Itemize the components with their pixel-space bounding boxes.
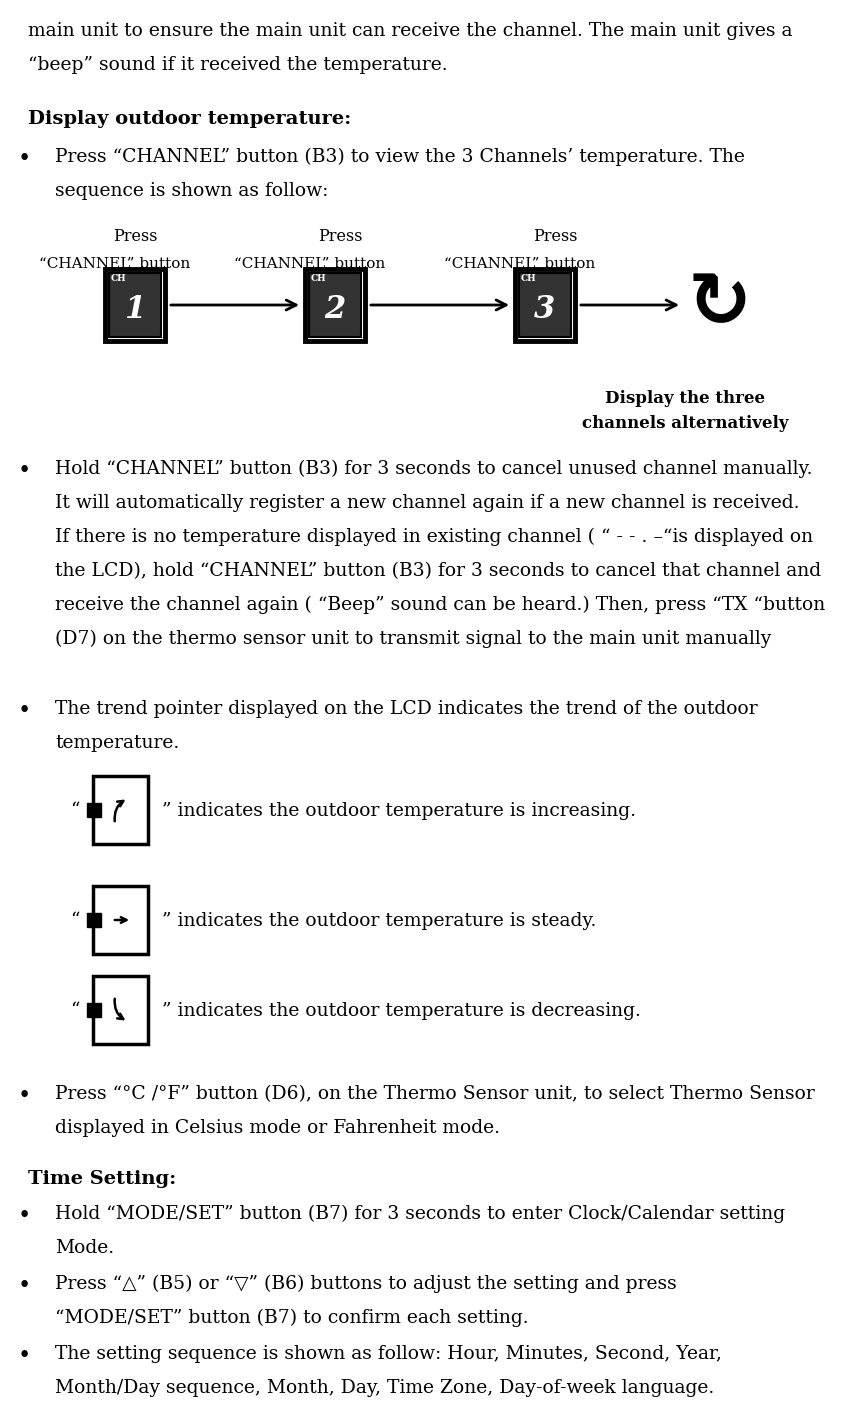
Text: Press “△” (B5) or “▽” (B6) buttons to adjust the setting and press: Press “△” (B5) or “▽” (B6) buttons to ad… [55, 1275, 677, 1293]
Text: •: • [18, 699, 31, 722]
Text: Press: Press [533, 228, 577, 245]
Text: “: “ [71, 801, 80, 819]
Text: channels alternatively: channels alternatively [581, 415, 788, 431]
Text: ” indicates the outdoor temperature is decreasing.: ” indicates the outdoor temperature is d… [162, 1003, 641, 1019]
Text: •: • [18, 1275, 31, 1297]
Text: “CHANNEL” button: “CHANNEL” button [444, 257, 595, 271]
Text: •: • [18, 148, 31, 171]
Text: •: • [18, 1345, 31, 1368]
Text: The trend pointer displayed on the LCD indicates the trend of the outdoor: The trend pointer displayed on the LCD i… [55, 699, 758, 718]
Text: (D7) on the thermo sensor unit to transmit signal to the main unit manually: (D7) on the thermo sensor unit to transm… [55, 630, 772, 649]
Text: displayed in Celsius mode or Fahrenheit mode.: displayed in Celsius mode or Fahrenheit … [55, 1120, 500, 1136]
Text: Mode.: Mode. [55, 1239, 114, 1256]
Text: The setting sequence is shown as follow: Hour, Minutes, Second, Year,: The setting sequence is shown as follow:… [55, 1345, 722, 1363]
Text: If there is no temperature displayed in existing channel ( “ - - . –“is displaye: If there is no temperature displayed in … [55, 527, 813, 546]
Bar [309, 274, 361, 337]
Text: CH: CH [311, 274, 327, 283]
Text: the LCD), hold “CHANNEL” button (B3) for 3 seconds to cancel that channel and: the LCD), hold “CHANNEL” button (B3) for… [55, 563, 821, 580]
Text: •: • [18, 460, 31, 482]
Text: “: “ [71, 911, 80, 929]
Text: “CHANNEL” button: “CHANNEL” button [234, 257, 385, 271]
Text: “MODE/SET” button (B7) to confirm each setting.: “MODE/SET” button (B7) to confirm each s… [55, 1308, 529, 1327]
Text: CH: CH [521, 274, 537, 283]
Text: 1: 1 [124, 293, 146, 324]
Text: 3: 3 [534, 293, 556, 324]
Text: Press “CHANNEL” button (B3) to view the 3 Channels’ temperature. The: Press “CHANNEL” button (B3) to view the … [55, 148, 745, 166]
Text: Press “°C /°F” button (D6), on the Thermo Sensor unit, to select Thermo Sensor: Press “°C /°F” button (D6), on the Therm… [55, 1086, 815, 1103]
Bar [519, 274, 571, 337]
Text: ” indicates the outdoor temperature is steady.: ” indicates the outdoor temperature is s… [162, 912, 597, 931]
Bar [92, 885, 148, 955]
Text: ↻: ↻ [688, 268, 752, 343]
Text: temperature.: temperature. [55, 735, 179, 752]
Bar [87, 914, 101, 926]
Text: 2: 2 [324, 293, 346, 324]
Text: Hold “CHANNEL” button (B3) for 3 seconds to cancel unused channel manually.: Hold “CHANNEL” button (B3) for 3 seconds… [55, 460, 812, 478]
Bar [515, 269, 575, 341]
Text: Press: Press [318, 228, 362, 245]
Text: main unit to ensure the main unit can receive the channel. The main unit gives a: main unit to ensure the main unit can re… [28, 23, 792, 39]
Bar [92, 976, 148, 1043]
Text: Press: Press [112, 228, 157, 245]
Bar [305, 269, 365, 341]
Text: “CHANNEL” button: “CHANNEL” button [40, 257, 191, 271]
Text: Display the three: Display the three [605, 391, 765, 407]
Text: Month/Day sequence, Month, Day, Time Zone, Day-of-week language.: Month/Day sequence, Month, Day, Time Zon… [55, 1379, 715, 1397]
Text: receive the channel again ( “Beep” sound can be heard.) Then, press “TX “button: receive the channel again ( “Beep” sound… [55, 596, 825, 615]
Text: CH: CH [111, 274, 127, 283]
Text: It will automatically register a new channel again if a new channel is received.: It will automatically register a new cha… [55, 493, 799, 512]
Text: •: • [18, 1086, 31, 1107]
Bar [87, 804, 101, 816]
Bar [92, 776, 148, 845]
Text: sequence is shown as follow:: sequence is shown as follow: [55, 182, 328, 200]
Bar [109, 274, 161, 337]
Text: •: • [18, 1206, 31, 1227]
Text: Time Setting:: Time Setting: [28, 1170, 176, 1189]
Bar [105, 269, 165, 341]
Text: Hold “MODE/SET” button (B7) for 3 seconds to enter Clock/Calendar setting: Hold “MODE/SET” button (B7) for 3 second… [55, 1206, 785, 1224]
Bar [87, 1003, 101, 1017]
Text: Display outdoor temperature:: Display outdoor temperature: [28, 110, 352, 128]
Text: “: “ [71, 1001, 80, 1019]
Text: “beep” sound if it received the temperature.: “beep” sound if it received the temperat… [28, 56, 448, 73]
Text: ” indicates the outdoor temperature is increasing.: ” indicates the outdoor temperature is i… [162, 802, 637, 821]
